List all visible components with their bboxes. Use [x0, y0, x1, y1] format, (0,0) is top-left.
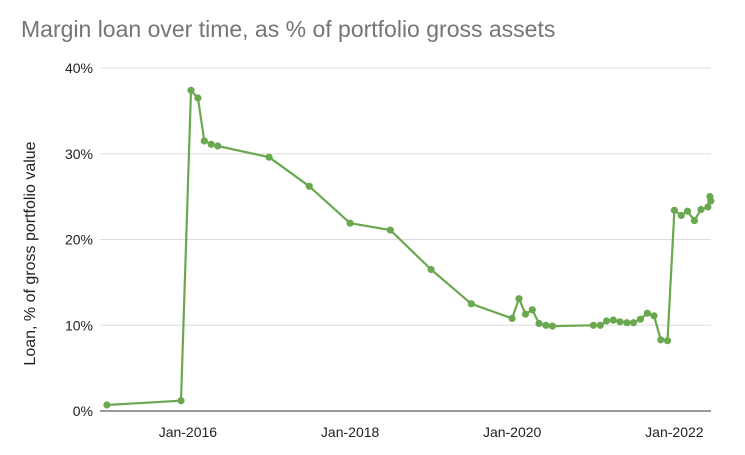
data-point: [690, 217, 699, 225]
data-point: [670, 206, 679, 214]
data-point: [214, 142, 222, 150]
data-point: [629, 319, 638, 327]
data-point: [657, 336, 665, 344]
data-point: [643, 309, 651, 317]
x-tick-label: Jan-2022: [645, 424, 704, 440]
y-axis-title: Loan, % of gross portfolio value: [22, 141, 39, 365]
x-tick-label: Jan-2020: [483, 424, 542, 440]
data-point: [103, 401, 111, 409]
data-point: [200, 137, 208, 145]
series-layer: [103, 86, 715, 409]
data-point: [697, 205, 705, 214]
data-point: [177, 397, 185, 405]
data-point: [346, 219, 354, 227]
y-tick-label: 40%: [65, 60, 93, 76]
data-point: [386, 226, 394, 234]
y-axis-tick-labels: 0% 10% 20% 30% 40%: [65, 60, 93, 419]
data-point: [535, 319, 543, 328]
x-axis-tick-labels: Jan-2016 Jan-2018 Jan-2020 Jan-2022: [159, 424, 704, 440]
data-point: [589, 321, 598, 329]
chart-title: Margin loan over time, as % of portfolio…: [21, 16, 556, 42]
data-point: [528, 306, 536, 314]
data-point: [427, 265, 435, 274]
data-point: [548, 322, 557, 330]
data-point: [650, 312, 658, 320]
data-point: [508, 314, 516, 322]
data-point: [265, 153, 273, 161]
data-point: [602, 317, 611, 325]
data-point: [636, 315, 645, 323]
data-point: [521, 310, 530, 318]
data-point: [187, 86, 195, 94]
gridlines: [100, 67, 711, 326]
y-tick-label: 30%: [65, 146, 93, 162]
y-tick-label: 0%: [73, 403, 93, 419]
data-point: [609, 316, 617, 324]
series-line: [106, 89, 712, 407]
data-point: [707, 197, 715, 205]
data-point: [623, 319, 631, 327]
y-tick-label: 10%: [65, 317, 93, 333]
data-point: [616, 318, 624, 326]
data-point: [467, 300, 475, 308]
y-tick-label: 20%: [65, 232, 93, 248]
x-tick-label: Jan-2018: [321, 424, 380, 440]
data-point: [596, 321, 604, 329]
x-tick-label: Jan-2016: [159, 424, 218, 440]
data-point: [194, 94, 202, 102]
data-point: [207, 140, 215, 148]
data-point: [683, 207, 692, 215]
data-point: [305, 182, 313, 190]
data-point: [663, 337, 672, 345]
data-point: [515, 295, 523, 303]
data-point: [542, 321, 550, 329]
data-point: [677, 211, 685, 220]
data-point: [704, 203, 712, 211]
